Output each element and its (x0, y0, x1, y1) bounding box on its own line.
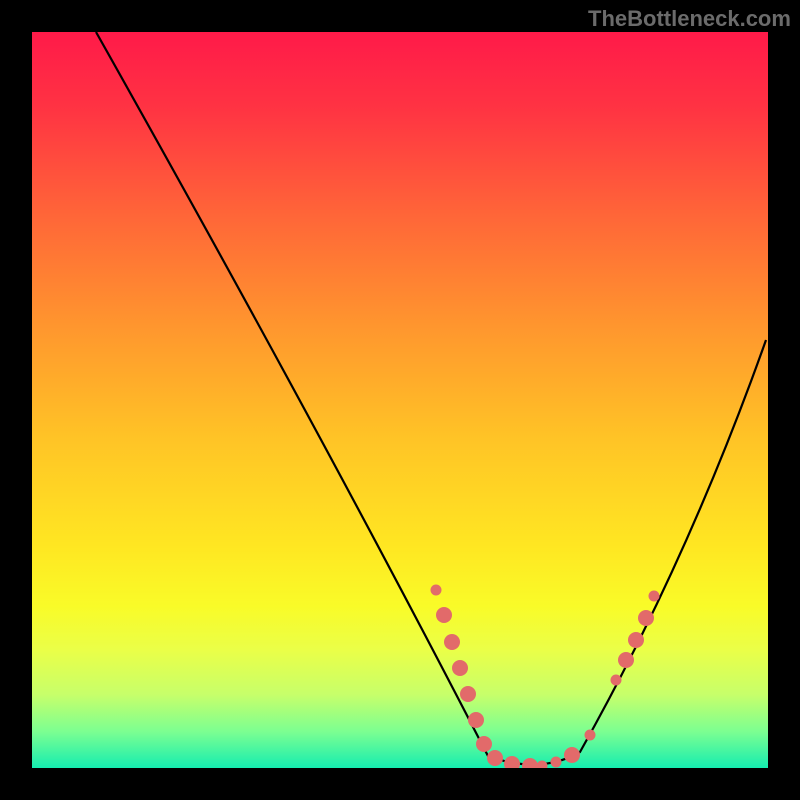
data-point (638, 610, 654, 626)
data-point (649, 591, 660, 602)
data-point (476, 736, 492, 752)
data-point (585, 730, 596, 741)
data-point (611, 675, 622, 686)
watermark-text: TheBottleneck.com (588, 6, 791, 32)
gradient-background (32, 32, 768, 768)
data-point (460, 686, 476, 702)
data-point (487, 750, 503, 766)
data-point (551, 757, 562, 768)
bottleneck-chart (0, 0, 800, 800)
data-point (618, 652, 634, 668)
data-point (444, 634, 460, 650)
data-point (564, 747, 580, 763)
data-point (504, 756, 520, 772)
data-point (436, 607, 452, 623)
data-point (452, 660, 468, 676)
data-point (522, 758, 538, 774)
data-point (468, 712, 484, 728)
data-point (628, 632, 644, 648)
data-point (537, 761, 548, 772)
data-point (431, 585, 442, 596)
